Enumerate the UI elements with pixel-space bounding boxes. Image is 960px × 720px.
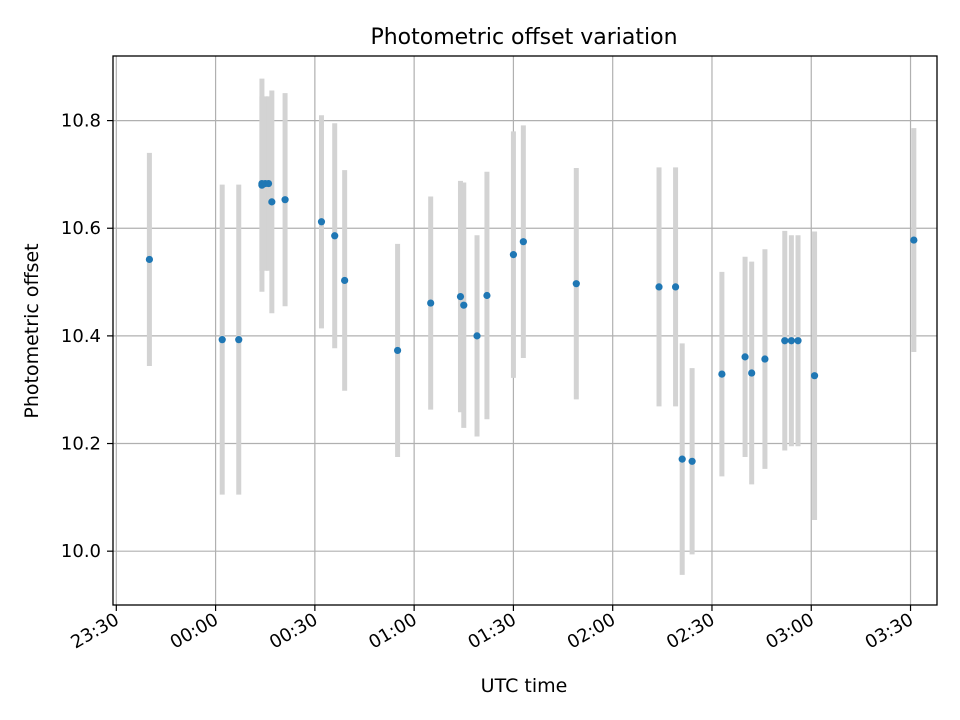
data-point	[910, 236, 918, 244]
data-point	[655, 283, 663, 291]
data-point	[235, 336, 243, 344]
data-point	[781, 337, 789, 345]
x-tick-label: 00:00	[167, 609, 222, 653]
data-point	[810, 372, 819, 380]
x-axis-label: UTC time	[481, 675, 568, 697]
data-point	[218, 336, 226, 344]
plot-frame	[112, 55, 938, 606]
data-point	[741, 353, 749, 361]
x-tick-label: 01:30	[464, 609, 519, 653]
y-axis-label: Photometric offset	[21, 243, 43, 418]
y-tick-label: 10.0	[61, 541, 101, 562]
data-point	[460, 301, 468, 309]
data-point	[268, 198, 276, 206]
data-point	[341, 276, 349, 285]
y-tick-label: 10.8	[61, 111, 101, 132]
data-point	[264, 179, 273, 188]
data-point	[794, 337, 802, 345]
y-tick-label: 10.4	[61, 326, 101, 347]
error-bars	[146, 78, 917, 575]
y-tick-label: 10.2	[61, 434, 101, 455]
data-point	[427, 299, 435, 307]
x-tick-label: 02:00	[564, 609, 619, 653]
data-point	[678, 455, 686, 463]
x-tick-label: 03:30	[862, 609, 917, 653]
chart-title: Photometric offset variation	[370, 25, 677, 50]
x-tick-label: 01:00	[365, 609, 420, 653]
data-point	[671, 283, 680, 291]
data-point	[509, 251, 518, 259]
x-tick-label: 02:30	[663, 609, 718, 653]
data-point	[456, 292, 465, 301]
data-point	[787, 337, 795, 345]
data-point	[473, 332, 481, 340]
data-point	[761, 355, 769, 363]
data-point	[718, 370, 726, 378]
data-point	[748, 369, 756, 377]
data-point	[317, 218, 326, 226]
data-points	[145, 179, 918, 465]
x-tick-label: 23:30	[67, 609, 122, 653]
data-point	[519, 238, 527, 246]
data-point	[483, 291, 491, 300]
data-point	[281, 196, 289, 204]
data-point	[572, 280, 580, 288]
x-tick-label: 00:30	[266, 609, 321, 653]
x-tick-label: 03:00	[762, 609, 817, 653]
data-point	[393, 346, 402, 355]
y-tick-label: 10.6	[61, 218, 101, 239]
data-point	[145, 255, 154, 264]
data-point	[331, 232, 339, 240]
data-point	[688, 457, 696, 465]
